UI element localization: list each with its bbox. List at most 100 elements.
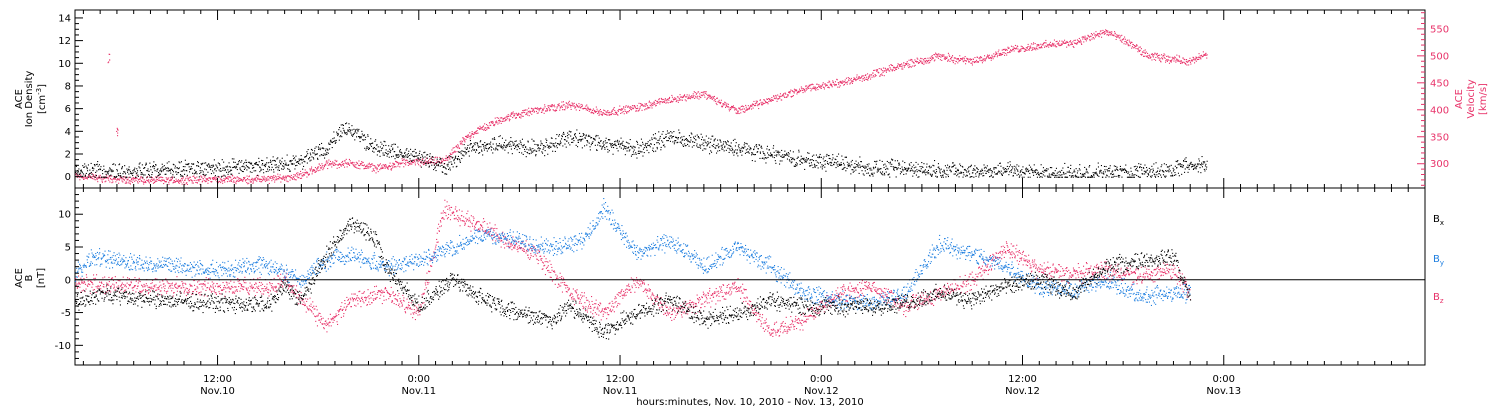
density-point [920,170,922,172]
velocity-point [566,105,568,107]
density-point [188,163,190,165]
density-point [839,164,841,166]
density-point [727,140,729,142]
velocity-point [579,109,581,111]
velocity-point [385,164,387,166]
density-point [909,170,911,172]
velocity-point [245,179,247,181]
velocity-point [926,60,928,62]
density-point [665,136,667,138]
density-point [696,134,698,136]
velocity-point [927,60,929,62]
density-point [357,130,359,132]
velocity-point [375,172,377,174]
density-point [346,132,348,134]
density-point [600,140,602,142]
density-point [876,169,878,171]
density-point [137,174,139,176]
velocity-point [873,69,875,71]
velocity-point [1201,54,1203,56]
velocity-point [246,175,248,177]
velocity-point [378,165,380,167]
velocity-point [370,164,372,166]
density-point [877,167,879,169]
density-point [217,167,219,169]
velocity-point [120,177,122,179]
velocity-point [646,105,648,107]
density-point [331,147,333,149]
density-point [172,174,174,176]
velocity-point [1061,43,1063,45]
velocity-point [370,165,372,167]
density-point [342,127,344,129]
velocity-point [371,170,373,172]
velocity-point [995,51,997,53]
velocity-point [1124,38,1126,40]
density-point [986,170,988,172]
density-point [781,160,783,162]
density-point [721,146,723,148]
density-point [710,150,712,152]
velocity-point [1046,45,1048,47]
density-point [245,164,247,166]
density-point [427,161,429,163]
density-point [293,163,295,165]
velocity-point [665,102,667,104]
density-point [697,146,699,148]
velocity-point [778,95,780,97]
density-point [294,159,296,161]
velocity-point [570,104,572,106]
density-point [992,176,994,178]
density-point [685,145,687,147]
density-point [274,160,276,162]
velocity-point [314,171,316,173]
density-point [652,134,654,136]
velocity-point [664,99,666,101]
density-point [385,149,387,151]
density-point [616,141,618,143]
density-point [910,162,912,164]
density-point [754,146,756,148]
density-point [228,162,230,164]
density-point [494,138,496,140]
velocity-point [990,59,992,61]
velocity-point [281,178,283,180]
velocity-point [236,179,238,181]
density-point [696,145,698,147]
density-point [612,153,614,155]
velocity-point [674,97,676,99]
velocity-point [769,98,771,100]
density-point [890,165,892,167]
density-point [86,168,88,170]
density-point [878,168,880,170]
velocity-point [1054,44,1056,46]
velocity-point [1092,34,1094,36]
density-point [860,165,862,167]
density-point [789,150,791,152]
density-point [597,135,599,137]
velocity-point [895,68,897,70]
velocity-point [920,57,922,59]
density-point [301,159,303,161]
velocity-point [168,183,170,185]
velocity-point [376,169,378,171]
velocity-point [805,89,807,91]
density-point [361,133,363,135]
velocity-point [1010,49,1012,51]
density-point [899,173,901,175]
density-point [142,173,144,175]
density-point [238,172,240,174]
density-point [458,151,460,153]
velocity-point [868,76,870,78]
density-point [968,170,970,172]
density-point [1000,165,1002,167]
velocity-point [765,102,767,104]
velocity-point [881,73,883,75]
density-point [493,148,495,150]
velocity-point [987,55,989,57]
density-point [638,152,640,154]
velocity-point [915,60,917,62]
density-point [563,133,565,135]
density-point [184,173,186,175]
velocity-point [610,111,612,113]
